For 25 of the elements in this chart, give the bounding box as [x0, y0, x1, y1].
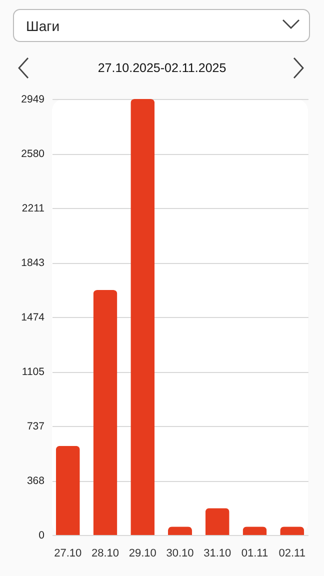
x-tick-label: 28.10 — [91, 548, 120, 560]
x-tick-label: 30.10 — [166, 548, 194, 560]
y-tick-label: 2580 — [21, 148, 45, 160]
chart-subtitle: 27.10.2025-02.11.2025 — [96, 61, 228, 75]
bar — [242, 526, 267, 535]
x-tick-label: 02.11 — [278, 548, 306, 560]
chart-title: Шаги — [26, 18, 60, 34]
y-tick-label: 0 — [38, 530, 45, 542]
bar — [168, 526, 192, 535]
bar — [205, 508, 230, 535]
x-tick-label: 01.11 — [241, 548, 268, 560]
bar — [130, 99, 155, 535]
bar — [93, 290, 118, 535]
y-tick-label: 1843 — [21, 257, 45, 270]
y-tick-label: 1105 — [22, 366, 45, 378]
bar — [280, 526, 304, 535]
y-tick-label: 737 — [26, 420, 45, 433]
y-tick-label: 2949 — [21, 94, 45, 106]
y-tick-label: 1474 — [21, 312, 45, 324]
y-tick-label: 368 — [26, 475, 45, 488]
y-tick-label: 2211 — [22, 202, 45, 215]
x-tick-label: 29.10 — [128, 548, 156, 560]
x-tick-label: 27.10 — [54, 548, 82, 560]
bar — [56, 446, 80, 535]
x-tick-label: 31.10 — [204, 548, 232, 560]
